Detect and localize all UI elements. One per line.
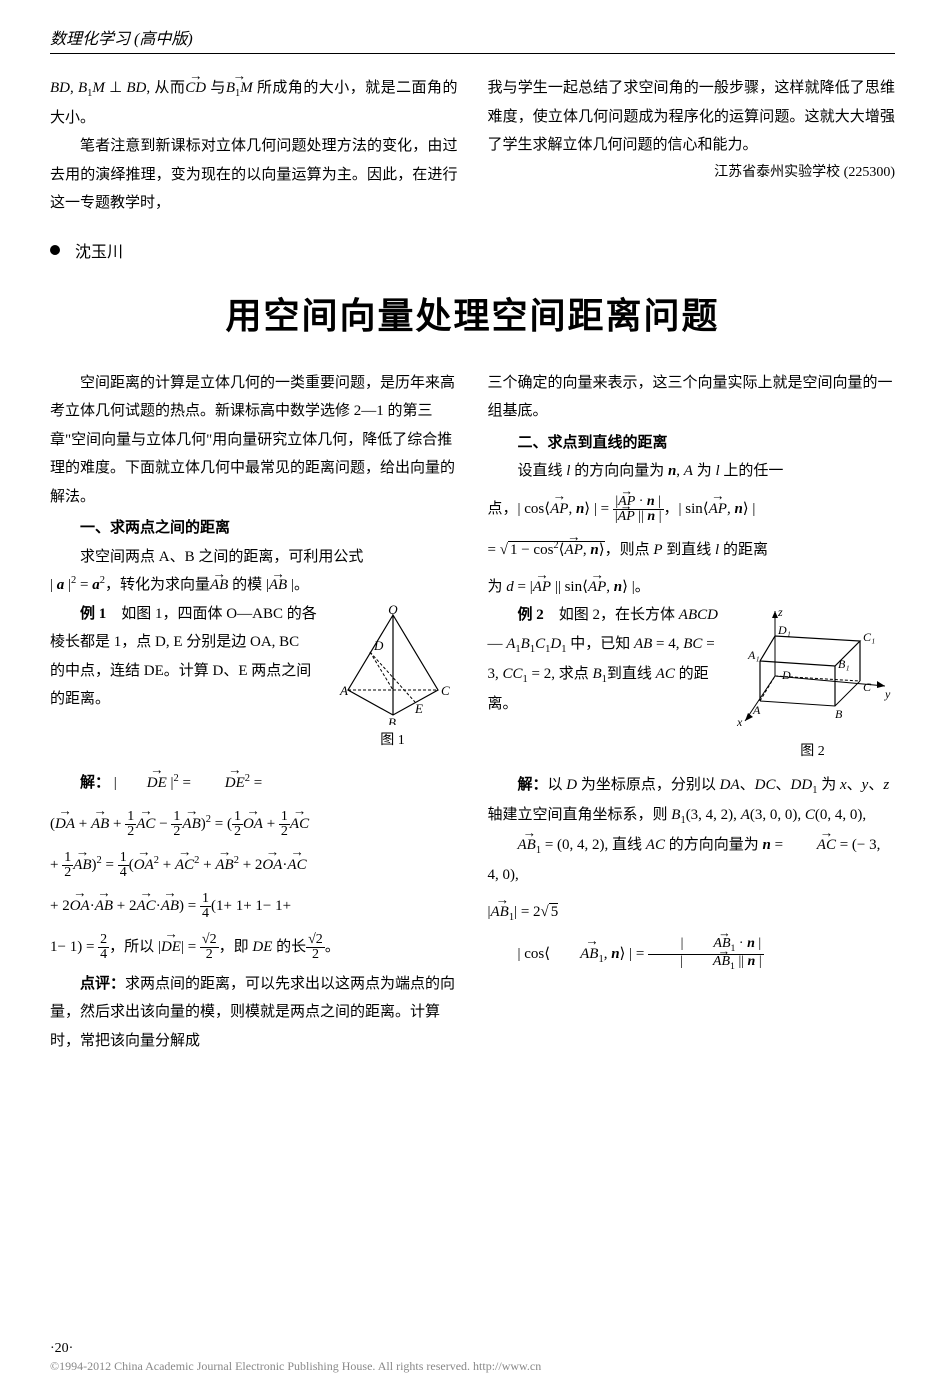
solve2-line2: |→AB1| = 2√5	[488, 894, 896, 930]
svg-text:O: O	[388, 605, 398, 617]
copyright-text: ©1994-2012 China Academic Journal Electr…	[50, 1359, 895, 1374]
page-header: 数理化学习 (高中版)	[50, 25, 895, 54]
svg-text:B₁: B₁	[838, 657, 850, 671]
school-line: 江苏省泰州实验学校 (225300)	[488, 160, 896, 187]
solve-line-4: + 2→OA·→AB + 2→AC·→AB) = 14(1+ 1+ 1− 1+	[50, 888, 458, 924]
svg-text:A: A	[339, 683, 348, 698]
top-right-column: 我与学生一起总结了求空间角的一般步骤，这样就降低了思维难度，使立体几何问题成为程…	[488, 74, 896, 218]
svg-text:C₁: C₁	[863, 630, 875, 644]
svg-text:A: A	[752, 703, 761, 717]
svg-text:C: C	[441, 683, 450, 698]
comment-1: 点评：求两点间的距离，可以先求出以这两点为端点的向量，然后求出该向量的模，则模就…	[50, 970, 458, 1056]
solve2-line3: | cos⟨→AB1, n⟩ | = |→AB1 · n ||→AB1 || n…	[488, 936, 896, 972]
journal-name: 数理化学习 (高中版)	[50, 31, 193, 48]
author-section: 沈玉川	[50, 238, 895, 262]
solve-label: 解：	[80, 775, 110, 791]
author-name: 沈玉川	[75, 238, 123, 262]
svg-text:B: B	[388, 715, 396, 725]
svg-text:D: D	[781, 668, 791, 682]
svg-text:z: z	[777, 606, 783, 619]
top-right-p1: 我与学生一起总结了求空间角的一般步骤，这样就降低了思维难度，使立体几何问题成为程…	[488, 74, 896, 160]
left-column: 空间距离的计算是立体几何的一类重要问题，是历年来高考立体几何试题的热点。新课标高…	[50, 369, 458, 1055]
solve2-label: 解：	[518, 777, 548, 793]
example-2-label: 例 2	[518, 607, 544, 623]
comment-label: 点评：	[80, 976, 125, 992]
solve-line-2: (→DA + →AB + 12→AC − 12→AB)2 = (12→OA + …	[50, 806, 458, 842]
figure-2-svg: A B C D A₁ B₁ C₁ D₁ z x y	[730, 606, 895, 736]
intro-paragraph: 空间距离的计算是立体几何的一类重要问题，是历年来高考立体几何试题的热点。新课标高…	[50, 369, 458, 512]
figure-2-caption: 图 2	[730, 739, 895, 766]
figure-1: O A B C D E 图 1	[328, 605, 458, 755]
sec2-formula-3: 为 d = |→AP || sin⟨→AP, n⟩ |。	[488, 573, 896, 602]
solution-2: 解：以 D 为坐标原点，分别以 DA、DC、DD1 为 x、y、z 轴建立空间直…	[488, 771, 896, 889]
page-number: ·20·	[50, 1341, 895, 1357]
example-1-label: 例 1	[80, 606, 106, 622]
main-content: 空间距离的计算是立体几何的一类重要问题，是历年来高考立体几何试题的热点。新课标高…	[50, 369, 895, 1055]
top-left-p2: 笔者注意到新课标对立体几何问题处理方法的变化，由过去用的演绎推理，变为现在的以向…	[50, 132, 458, 218]
top-left-column: BD, B1M ⊥ BD, 从而→CD 与→B1M 所成角的大小，就是二面角的大…	[50, 74, 458, 218]
section-2-title: 二、求点到直线的距离	[488, 429, 896, 458]
article-title: 用空间向量处理空间距离问题	[50, 287, 895, 339]
svg-text:E: E	[414, 701, 423, 716]
page-footer: ·20· ©1994-2012 China Academic Journal E…	[50, 1341, 895, 1374]
figure-1-svg: O A B C D E	[328, 605, 458, 725]
svg-text:y: y	[884, 687, 891, 701]
bullet-icon	[50, 245, 60, 255]
section-1-text: 求空间两点 A、B 之间的距离，可利用公式	[50, 543, 458, 572]
right-column: 三个确定的向量来表示，这三个向量实际上就是空间向量的一组基底。 二、求点到直线的…	[488, 369, 896, 1055]
sec2-formula-1: 点，| cos⟨→AP, n⟩ | = |→AP · n ||→AP || n …	[488, 491, 896, 527]
svg-text:x: x	[736, 715, 743, 729]
top-left-p1: BD, B1M ⊥ BD, 从而→CD 与→B1M 所成角的大小，就是二面角的大…	[50, 74, 458, 132]
figure-1-caption: 图 1	[328, 728, 458, 755]
svg-text:A₁: A₁	[747, 648, 760, 662]
continuation: 三个确定的向量来表示，这三个向量实际上就是空间向量的一组基底。	[488, 369, 896, 426]
section-2-text: 设直线 l 的方向向量为 n, A 为 l 上的任一	[488, 457, 896, 486]
figure-2: A B C D A₁ B₁ C₁ D₁ z x y 图 2	[730, 606, 895, 766]
svg-text:D₁: D₁	[777, 623, 791, 637]
section-1-formula: | a |2 = a2，转化为求向量→AB 的模 |→AB |。	[50, 571, 458, 600]
svg-text:D: D	[373, 638, 384, 653]
solve-line-5: 1− 1) = 24，所以 |→DE| = √22，即 DE 的长√22。	[50, 929, 458, 965]
section-1-title: 一、求两点之间的距离	[50, 514, 458, 543]
svg-text:C: C	[863, 680, 872, 694]
top-section: BD, B1M ⊥ BD, 从而→CD 与→B1M 所成角的大小，就是二面角的大…	[50, 74, 895, 218]
svg-text:B: B	[835, 707, 843, 721]
